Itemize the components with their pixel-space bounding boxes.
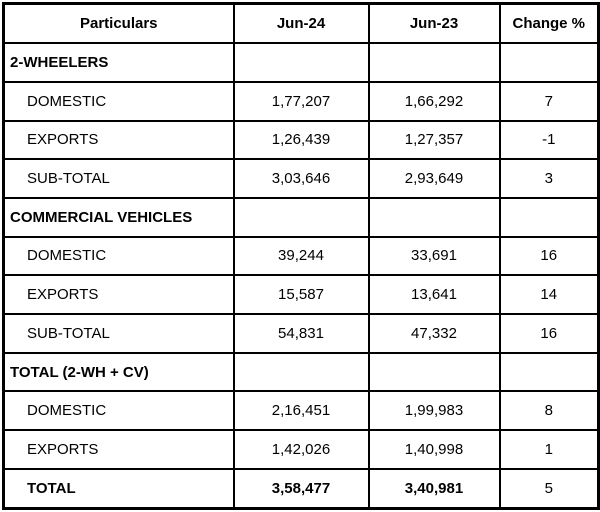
cell-jun24: 15,587 [232,274,370,316]
cell-jun24 [232,196,370,238]
cell-change-pct: 1 [498,429,600,470]
cell-jun23: 1,27,357 [367,119,501,161]
cell-change-pct: 16 [498,235,600,277]
row-label: SUB-TOTAL [2,158,235,199]
row-label: EXPORTS [2,429,235,470]
cell-jun23: 1,99,983 [367,390,501,432]
row-label: DOMESTIC [2,390,235,432]
cell-change-pct: 14 [498,274,600,316]
table-row-total-domestic: DOMESTIC 2,16,451 1,99,983 8 [2,390,600,432]
row-label: DOMESTIC [2,235,235,277]
table-row-2w-exports: EXPORTS 1,26,439 1,27,357 -1 [2,119,600,161]
section-row-commercial-vehicles: COMMERCIAL VEHICLES [2,196,600,238]
section-label: TOTAL (2-WH + CV) [2,351,235,393]
cell-jun23: 1,66,292 [367,80,501,122]
section-row-total-2wh-cv: TOTAL (2-WH + CV) [2,351,600,393]
header-row: Particulars Jun-24 Jun-23 Change % [2,2,600,45]
cell-change-pct: 8 [498,390,600,432]
cell-jun24: 2,16,451 [232,390,370,432]
row-label: EXPORTS [2,274,235,316]
table-row-grand-total: TOTAL 3,58,477 3,40,981 5 [2,467,600,510]
column-header-particulars: Particulars [2,2,235,45]
cell-jun24: 1,77,207 [232,80,370,122]
cell-jun24 [232,42,370,83]
cell-change-pct [498,351,600,393]
table-row-cv-exports: EXPORTS 15,587 13,641 14 [2,274,600,316]
cell-change-pct: 5 [498,467,600,510]
cell-jun24: 1,26,439 [232,119,370,161]
cell-jun23: 47,332 [367,313,501,354]
cell-change-pct [498,196,600,238]
row-label: SUB-TOTAL [2,313,235,354]
cell-jun24 [232,351,370,393]
cell-change-pct: 16 [498,313,600,354]
cell-jun23 [367,196,501,238]
cell-jun23: 2,93,649 [367,158,501,199]
column-header-change-pct: Change % [498,2,600,45]
row-label: DOMESTIC [2,80,235,122]
row-label: EXPORTS [2,119,235,161]
cell-jun24: 1,42,026 [232,429,370,470]
table-row-cv-domestic: DOMESTIC 39,244 33,691 16 [2,235,600,277]
cell-jun23: 13,641 [367,274,501,316]
cell-change-pct: -1 [498,119,600,161]
cell-change-pct: 3 [498,158,600,199]
table-row-2w-domestic: DOMESTIC 1,77,207 1,66,292 7 [2,80,600,122]
cell-jun24: 54,831 [232,313,370,354]
column-header-jun24: Jun-24 [232,2,370,45]
cell-jun23 [367,42,501,83]
cell-jun23: 1,40,998 [367,429,501,470]
cell-jun23: 3,40,981 [367,467,501,510]
cell-jun24: 39,244 [232,235,370,277]
cell-change-pct [498,42,600,83]
row-label: TOTAL [2,467,235,510]
section-label: COMMERCIAL VEHICLES [2,196,235,238]
column-header-jun23: Jun-23 [367,2,501,45]
cell-jun23 [367,351,501,393]
section-label: 2-WHEELERS [2,42,235,83]
section-row-2-wheelers: 2-WHEELERS [2,42,600,83]
table-row-cv-subtotal: SUB-TOTAL 54,831 47,332 16 [2,313,600,354]
table-row-2w-subtotal: SUB-TOTAL 3,03,646 2,93,649 3 [2,158,600,199]
cell-jun24: 3,58,477 [232,467,370,510]
cell-change-pct: 7 [498,80,600,122]
cell-jun24: 3,03,646 [232,158,370,199]
cell-jun23: 33,691 [367,235,501,277]
table-row-total-exports: EXPORTS 1,42,026 1,40,998 1 [2,429,600,470]
